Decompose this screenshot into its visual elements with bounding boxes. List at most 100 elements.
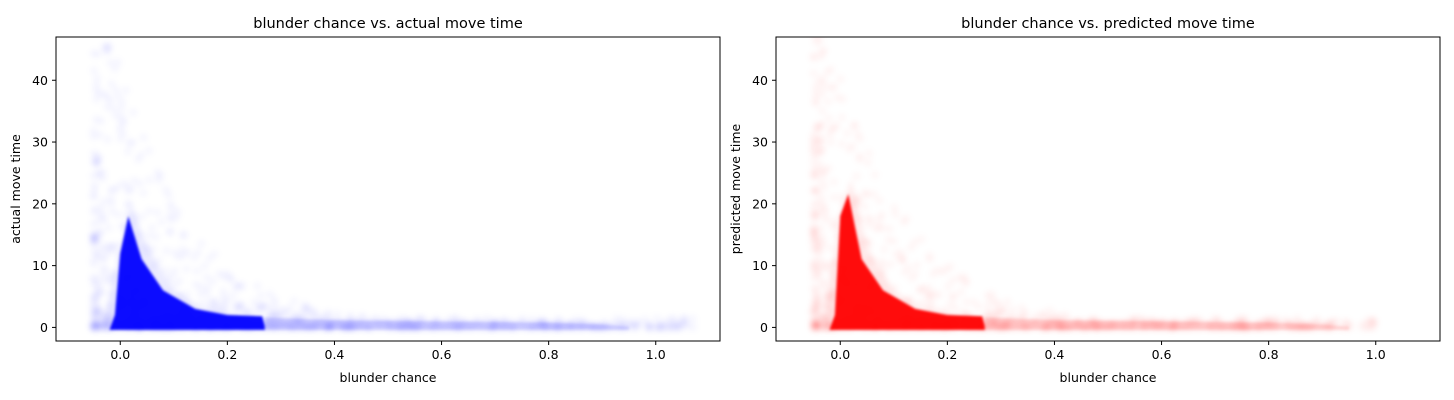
data-point [856,155,864,163]
data-point [1019,311,1027,319]
data-point [925,284,933,292]
data-point [90,67,98,75]
x-axis: 0.0 0.2 0.4 0.6 0.8 1.0 [110,341,666,362]
data-point [962,298,970,306]
data-point [201,262,209,270]
data-point [988,291,996,299]
data-point [90,50,98,58]
data-point [220,273,228,281]
data-point [203,274,211,282]
data-point [926,255,934,263]
data-point [174,253,182,261]
data-point [875,222,883,230]
data-point [286,304,294,312]
data-point [843,129,851,137]
data-point [819,258,827,266]
data-point [946,301,954,309]
data-point [871,171,879,179]
data-point [902,215,910,223]
data-point [817,277,825,285]
x-tick-label: 0.4 [1045,347,1065,362]
data-point [809,3,817,11]
data-point [810,167,818,175]
data-point [850,122,858,130]
data-point [887,260,895,268]
data-point [825,164,833,172]
data-point [103,103,111,111]
data-point [1003,298,1011,306]
data-point [192,280,200,288]
data-point [892,250,900,258]
data-point [810,0,818,3]
data-point [811,23,819,31]
data-point [886,225,894,233]
data-point [884,236,892,244]
data-point [938,268,946,276]
data-point [152,233,160,241]
data-point [93,95,101,103]
data-point [817,145,825,153]
data-point [158,218,166,226]
data-point [154,208,162,216]
x-axis-label: blunder chance [1060,370,1157,385]
data-point [891,210,899,218]
data-point [999,304,1007,312]
x-axis-label: blunder chance [340,370,437,385]
data-point [358,313,366,321]
data-point [101,266,109,274]
data-point [90,232,98,240]
data-point [334,310,342,318]
data-point [817,17,825,25]
data-point [814,27,822,35]
scatter-chart-predicted: blunder chance vs. predicted move time 0… [728,0,1441,385]
data-point [290,297,298,305]
data-point [653,314,661,322]
data-point [812,123,820,131]
y-tick-label: 0 [40,320,48,335]
data-point [106,59,114,67]
tail-band [264,317,629,330]
sparse-points [89,0,697,331]
y-tick-label: 10 [752,258,768,273]
data-point [243,307,251,315]
data-point [104,43,112,51]
data-point [89,294,97,302]
data-point [219,303,227,311]
data-point [95,306,103,314]
x-tick-label: 0.0 [830,347,850,362]
data-point [812,86,820,94]
data-point [325,309,333,317]
data-point [96,131,104,139]
dense-core [829,193,985,330]
data-point [270,295,278,303]
data-point [830,193,838,201]
x-tick-label: 1.0 [646,347,666,362]
data-point [93,81,101,89]
data-point [97,273,105,281]
data-point [864,159,872,167]
data-point [104,136,112,144]
data-point [950,293,958,301]
data-point [853,172,861,180]
data-point [99,213,107,221]
point-cloud [89,0,697,331]
data-point [863,191,871,199]
data-point [136,179,144,187]
data-point [827,138,835,146]
data-point [1370,319,1378,327]
data-point [816,243,824,251]
data-point [519,315,527,323]
data-point [90,260,98,268]
y-tick-label: 0 [760,320,768,335]
data-point [825,114,833,122]
data-point [959,273,967,281]
data-point [1009,306,1017,314]
y-tick-label: 20 [752,196,768,211]
data-point [257,292,265,300]
data-point [815,160,823,168]
plot-area [809,0,1378,330]
data-point [212,298,220,306]
data-point [670,323,678,331]
data-point [815,36,823,44]
data-point [1267,315,1275,323]
